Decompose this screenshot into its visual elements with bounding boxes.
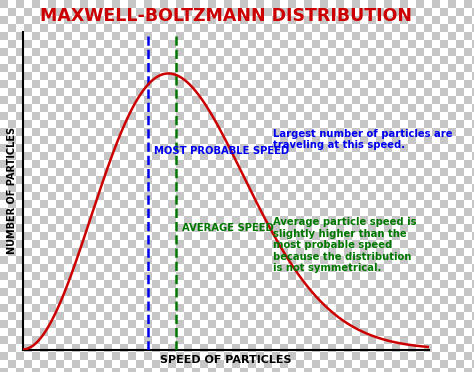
Text: MOST PROBABLE SPEED: MOST PROBABLE SPEED [154, 146, 289, 156]
Y-axis label: NUMBER OF PARTICLES: NUMBER OF PARTICLES [7, 127, 17, 254]
Text: Largest number of particles are
traveling at this speed.: Largest number of particles are travelin… [273, 129, 452, 150]
Title: MAXWELL-BOLTZMANN DISTRIBUTION: MAXWELL-BOLTZMANN DISTRIBUTION [40, 7, 412, 25]
Text: AVERAGE SPEED: AVERAGE SPEED [182, 223, 273, 233]
Text: Average particle speed is
slightly higher than the
most probable speed
because t: Average particle speed is slightly highe… [273, 217, 416, 273]
X-axis label: SPEED OF PARTICLES: SPEED OF PARTICLES [160, 355, 292, 365]
